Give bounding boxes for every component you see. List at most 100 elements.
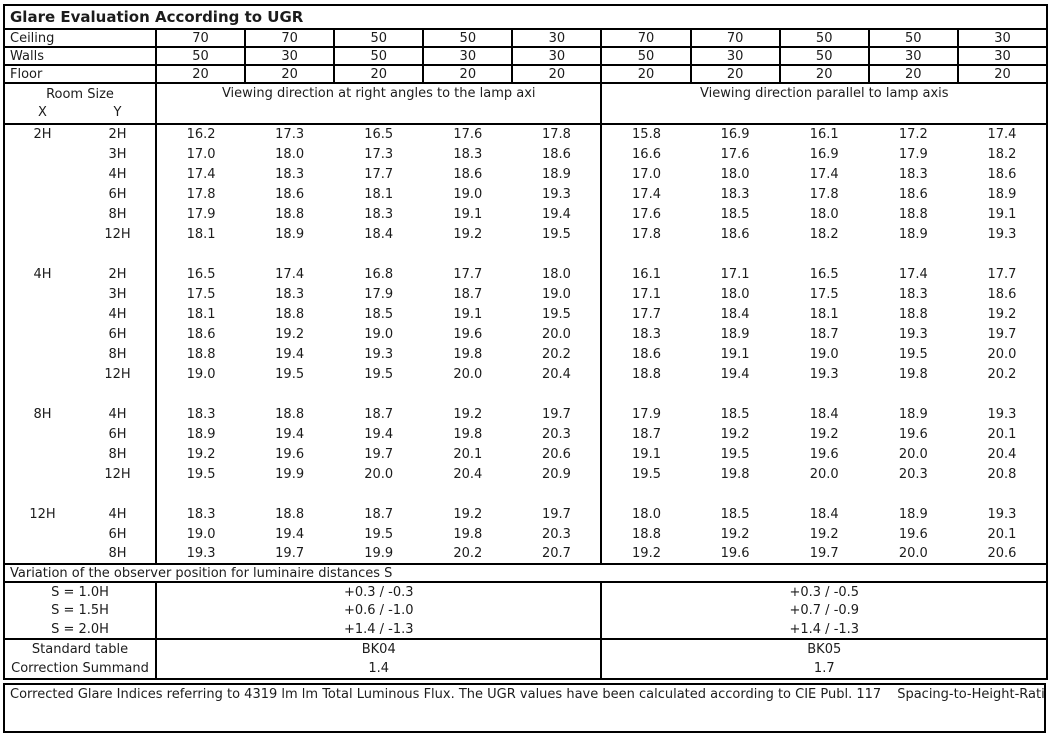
- ugr-value: 19.1: [453, 206, 483, 222]
- ugr-value: 20.0: [364, 466, 394, 482]
- s-correction-parallel: +0.3 / -0.5: [789, 584, 860, 600]
- ugr-value: 18.9: [541, 166, 571, 182]
- ugr-value: 18.3: [275, 286, 305, 302]
- surface-reflectance-row: Ceiling 70 70 50 50 30 70 70 50 50 30: [3, 28, 1049, 48]
- summary-row: Correction Summand 1.4 1.7: [4, 659, 1047, 679]
- room-size-y: 4H: [80, 304, 157, 324]
- ugr-value: 19.2: [600, 544, 691, 564]
- blank-cell: [600, 484, 1048, 504]
- room-size-x: [4, 164, 80, 184]
- page-title: Glare Evaluation According to UGR: [4, 5, 1048, 30]
- ugr-value: 18.3: [275, 166, 305, 182]
- ugr-value: 19.0: [453, 186, 483, 202]
- ugr-data-row: 8H 18.8 19.4 19.3 19.8 20.2 18.6 19.1 19…: [4, 344, 1047, 364]
- ugr-value: 18.3: [186, 406, 216, 422]
- ugr-value: 18.4: [809, 506, 839, 522]
- room-size-x: 12H: [29, 506, 56, 522]
- room-size-y: 6H: [80, 424, 157, 444]
- reflectance-value: 30: [956, 28, 1049, 48]
- footer-note: Corrected Glare Indices referring to 431…: [3, 683, 1046, 733]
- ugr-value: 20.0: [809, 466, 839, 482]
- ugr-value: 18.9: [898, 406, 928, 422]
- ugr-value: 17.6: [600, 204, 691, 224]
- ugr-value: 17.4: [600, 184, 691, 204]
- ugr-value: 18.3: [720, 186, 750, 202]
- reflectance-value: 30: [689, 46, 781, 66]
- reflectance-value: 20: [511, 64, 603, 84]
- ugr-value: 18.8: [275, 406, 305, 422]
- ugr-value: 19.8: [453, 426, 483, 442]
- room-size-y: 12H: [80, 364, 157, 384]
- ugr-value: 19.8: [453, 346, 483, 362]
- s-correction-parallel: +0.7 / -0.9: [789, 603, 860, 618]
- ugr-value: 20.4: [987, 446, 1017, 462]
- ugr-value: 20.9: [541, 466, 571, 482]
- reflectance-value: 50: [600, 46, 692, 66]
- reflectance-value: 30: [422, 46, 514, 66]
- room-size-y: 4H: [80, 404, 157, 424]
- ugr-value: 19.2: [453, 506, 483, 522]
- ugr-value: 20.8: [987, 466, 1017, 482]
- ugr-value: 18.3: [600, 324, 691, 344]
- ugr-value: 16.9: [720, 127, 750, 142]
- ugr-value: 19.2: [453, 226, 483, 242]
- s-correction-right-angles: +0.6 / -1.0: [156, 601, 603, 620]
- ugr-value: 18.1: [809, 306, 839, 322]
- ugr-data-row: 8H 4H 18.3 18.8 18.7 19.2 19.7 17.9 18.5…: [4, 404, 1047, 424]
- ugr-value: 20.3: [541, 526, 571, 542]
- ugr-value: 18.0: [720, 286, 750, 302]
- room-size-x: [4, 344, 80, 364]
- ugr-value: 19.5: [186, 466, 216, 482]
- ugr-value: 18.9: [987, 186, 1017, 202]
- reflectance-value: 20: [689, 64, 781, 84]
- ugr-value: 20.1: [453, 446, 483, 462]
- reflectance-value: 50: [422, 28, 514, 48]
- ugr-value: 17.8: [541, 127, 571, 142]
- ugr-value: 20.0: [898, 446, 928, 462]
- ugr-value: 19.2: [275, 326, 305, 342]
- ugr-data-row: 3H 17.5 18.3 17.9 18.7 19.0 17.1 18.0 17…: [4, 284, 1047, 304]
- ugr-value: 18.3: [453, 146, 483, 162]
- room-size-x: [4, 184, 80, 204]
- ugr-value: 19.0: [186, 366, 216, 382]
- blank-cell: [600, 244, 1048, 264]
- room-size-y: 3H: [80, 284, 157, 304]
- ugr-value: 19.3: [987, 226, 1017, 242]
- ugr-data-row: 12H 19.5 19.9 20.0 20.4 20.9 19.5 19.8 2…: [4, 464, 1047, 484]
- ugr-glare-table: Glare Evaluation According to UGR Ceilin…: [3, 4, 1049, 680]
- ugr-value: 18.3: [186, 506, 216, 522]
- surface-label: Walls: [3, 46, 157, 66]
- ugr-value: 18.8: [275, 506, 305, 522]
- ugr-value: 20.2: [541, 346, 571, 362]
- ugr-data-row: 6H 18.6 19.2 19.0 19.6 20.0 18.3 18.9 18…: [4, 324, 1047, 344]
- s-correction-parallel: +1.4 / -1.3: [789, 621, 860, 637]
- ugr-value: 19.3: [809, 366, 839, 382]
- room-size-y: 6H: [80, 184, 157, 204]
- heading-parallel: Viewing direction parallel to lamp axis: [601, 83, 1048, 125]
- ugr-value: 19.1: [600, 444, 691, 464]
- ugr-value: 19.5: [898, 346, 928, 362]
- room-size-x: [4, 524, 80, 544]
- spacer-row: [4, 244, 1048, 264]
- ugr-value: 18.1: [186, 226, 216, 242]
- ugr-value: 19.5: [541, 226, 571, 242]
- ugr-value: 18.6: [275, 186, 305, 202]
- ugr-value: 17.7: [600, 304, 691, 324]
- ugr-value: 19.5: [720, 446, 750, 462]
- ugr-value: 20.1: [987, 526, 1017, 542]
- title-row: Glare Evaluation According to UGR: [4, 5, 1048, 30]
- ugr-value: 18.6: [987, 166, 1017, 182]
- ugr-data-row: 6H 17.8 18.6 18.1 19.0 19.3 17.4 18.3 17…: [4, 184, 1047, 204]
- surface-reflectance-row: Walls 50 30 50 30 30 50 30 50 30 30: [3, 46, 1049, 66]
- observer-variation-row: S = 2.0H +1.4 / -1.3 +1.4 / -1.3: [4, 620, 1047, 639]
- footer-text: Corrected Glare Indices referring to 431…: [10, 687, 882, 702]
- room-size-x: [4, 324, 80, 344]
- ugr-value: 17.8: [600, 224, 691, 244]
- ugr-value: 20.1: [987, 426, 1017, 442]
- reflectance-value: 70: [244, 28, 336, 48]
- s-correction-right-angles: +1.4 / -1.3: [156, 620, 603, 639]
- ugr-value: 18.2: [987, 146, 1017, 162]
- ugr-value: 19.5: [600, 464, 691, 484]
- ugr-value: 18.0: [275, 146, 305, 162]
- ugr-value: 20.0: [987, 346, 1017, 362]
